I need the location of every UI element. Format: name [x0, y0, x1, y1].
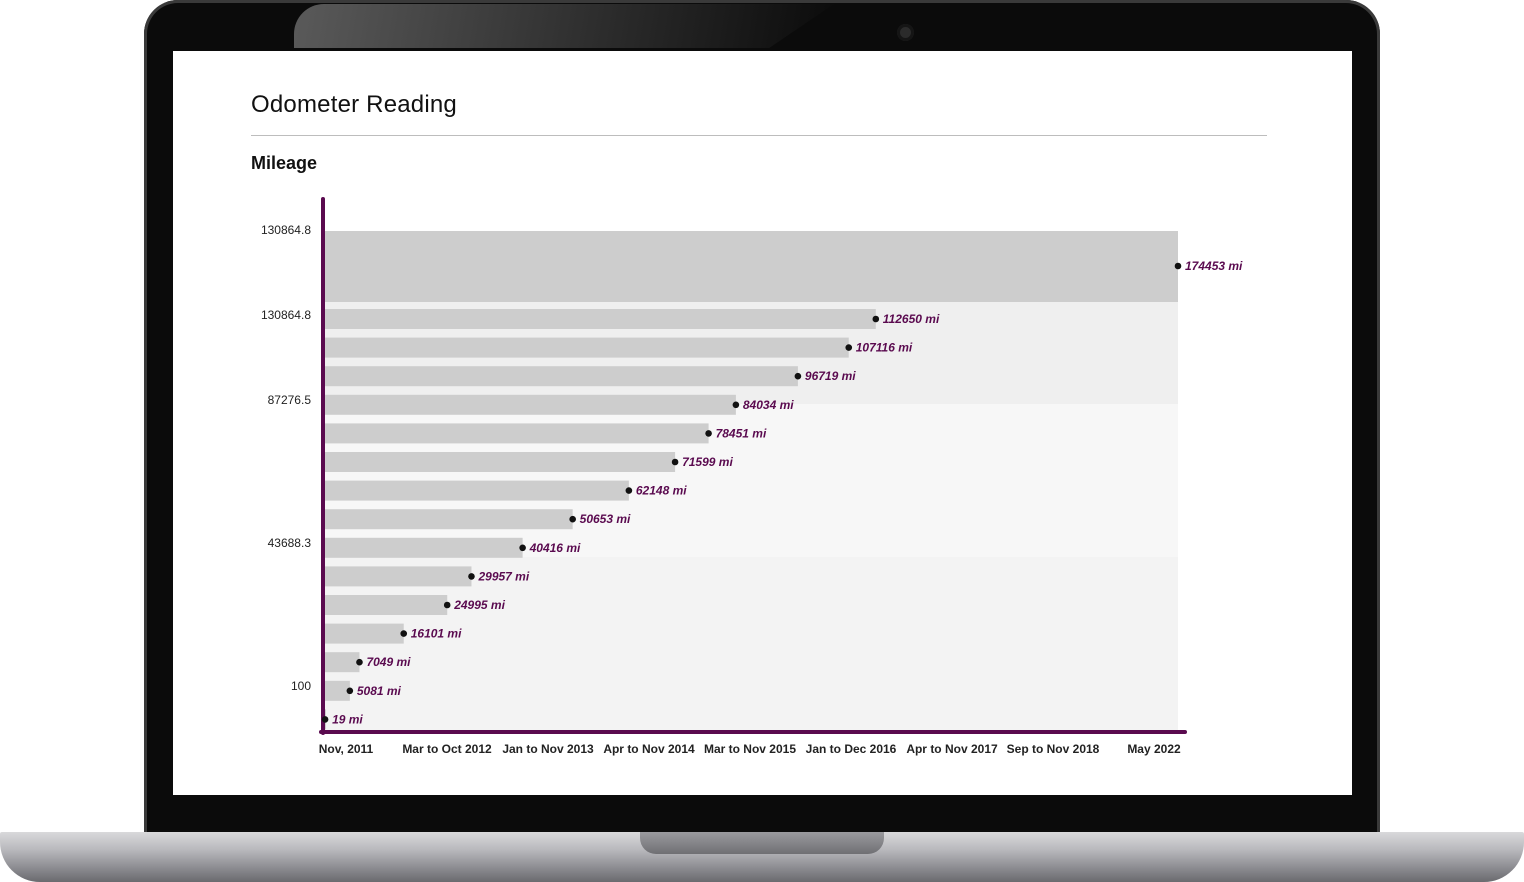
data-label-6: 71599 mi — [682, 455, 733, 469]
bar-3 — [325, 366, 798, 387]
point-9 — [519, 544, 526, 552]
bar-10 — [325, 566, 472, 587]
data-label-14: 5081 mi — [357, 684, 402, 698]
data-label-13: 7049 mi — [366, 655, 411, 669]
page-title: Odometer Reading — [251, 91, 457, 118]
bar-8 — [325, 509, 573, 530]
point-12 — [400, 630, 408, 637]
x-tick-label-3: Apr to Nov 2014 — [603, 742, 695, 756]
x-tick-labels: Nov, 2011 Mar to Oct 2012 Jan to Nov 2013 A… — [319, 742, 1181, 756]
bar-11 — [325, 595, 448, 615]
bar-6 — [325, 452, 676, 472]
point-3 — [794, 372, 802, 380]
point-4 — [732, 401, 740, 409]
data-label-4: 84034 mi — [743, 398, 794, 412]
bar-0 — [325, 231, 1178, 302]
point-2 — [845, 344, 853, 351]
bar-14 — [325, 680, 350, 701]
bar-4 — [325, 394, 736, 415]
data-label-11: 24995 mi — [453, 598, 505, 612]
y-tick-label-2: 87276.5 — [268, 393, 312, 407]
bar-5 — [325, 423, 709, 444]
x-tick-label-5: Jan to Dec 2016 — [806, 742, 897, 756]
bar-1 — [325, 309, 876, 329]
bar-12 — [325, 623, 404, 644]
y-tick-label-4: 100 — [291, 679, 311, 693]
x-tick-label-0: Nov, 2011 — [319, 742, 374, 756]
point-0 — [1174, 262, 1182, 270]
data-label-0: 174453 mi — [1185, 259, 1243, 273]
point-15 — [321, 716, 329, 723]
point-10 — [468, 573, 475, 580]
data-label-12: 16101 mi — [411, 627, 462, 641]
data-label-3: 96719 mi — [805, 369, 856, 383]
data-label-1: 112650 mi — [883, 312, 940, 326]
bar-7 — [325, 480, 629, 501]
x-tick-label-7: Sep to Nov 2018 — [1007, 742, 1100, 756]
data-label-10: 29957 mi — [477, 569, 529, 583]
point-5 — [705, 430, 712, 437]
data-label-8: 50653 mi — [580, 512, 631, 526]
point-6 — [671, 458, 679, 466]
point-7 — [625, 487, 633, 494]
chart-bars — [325, 231, 1178, 730]
bar-9 — [325, 537, 523, 558]
laptop-hinge-notch — [640, 832, 884, 854]
point-13 — [356, 658, 363, 666]
bar-13 — [325, 652, 360, 673]
y-tick-label-0: 130864.8 — [261, 223, 311, 237]
chart-axes — [319, 197, 1187, 735]
data-label-5: 78451 mi — [716, 426, 767, 440]
section-title: Mileage — [251, 153, 318, 173]
x-tick-label-4: Mar to Nov 2015 — [704, 742, 796, 756]
x-tick-label-8: May 2022 — [1127, 742, 1181, 756]
data-label-7: 62148 mi — [636, 484, 687, 498]
camera-icon — [897, 24, 914, 41]
bar-2 — [325, 337, 849, 358]
mileage-chart: 130864.8 130864.8 87276.5 43688.3 100 Nov, 2… — [261, 197, 1243, 756]
lid-glare — [294, 4, 834, 48]
x-tick-label-6: Apr to Nov 2017 — [906, 742, 998, 756]
point-14 — [346, 687, 354, 695]
y-tick-label-3: 43688.3 — [268, 536, 312, 550]
data-label-2: 107116 mi — [856, 341, 913, 355]
screen: Odometer Reading Mileage 130864.8 130864.… — [173, 51, 1352, 795]
point-1 — [872, 315, 880, 323]
y-tick-label-1: 130864.8 — [261, 308, 311, 322]
title-divider — [251, 135, 1267, 136]
point-8 — [569, 515, 576, 523]
data-label-15: 19 mi — [332, 712, 363, 726]
data-label-9: 40416 mi — [529, 541, 581, 555]
x-tick-label-1: Mar to Oct 2012 — [402, 742, 492, 756]
y-tick-labels: 130864.8 130864.8 87276.5 43688.3 100 — [261, 223, 311, 693]
x-tick-label-2: Jan to Nov 2013 — [502, 742, 594, 756]
point-11 — [443, 601, 451, 609]
